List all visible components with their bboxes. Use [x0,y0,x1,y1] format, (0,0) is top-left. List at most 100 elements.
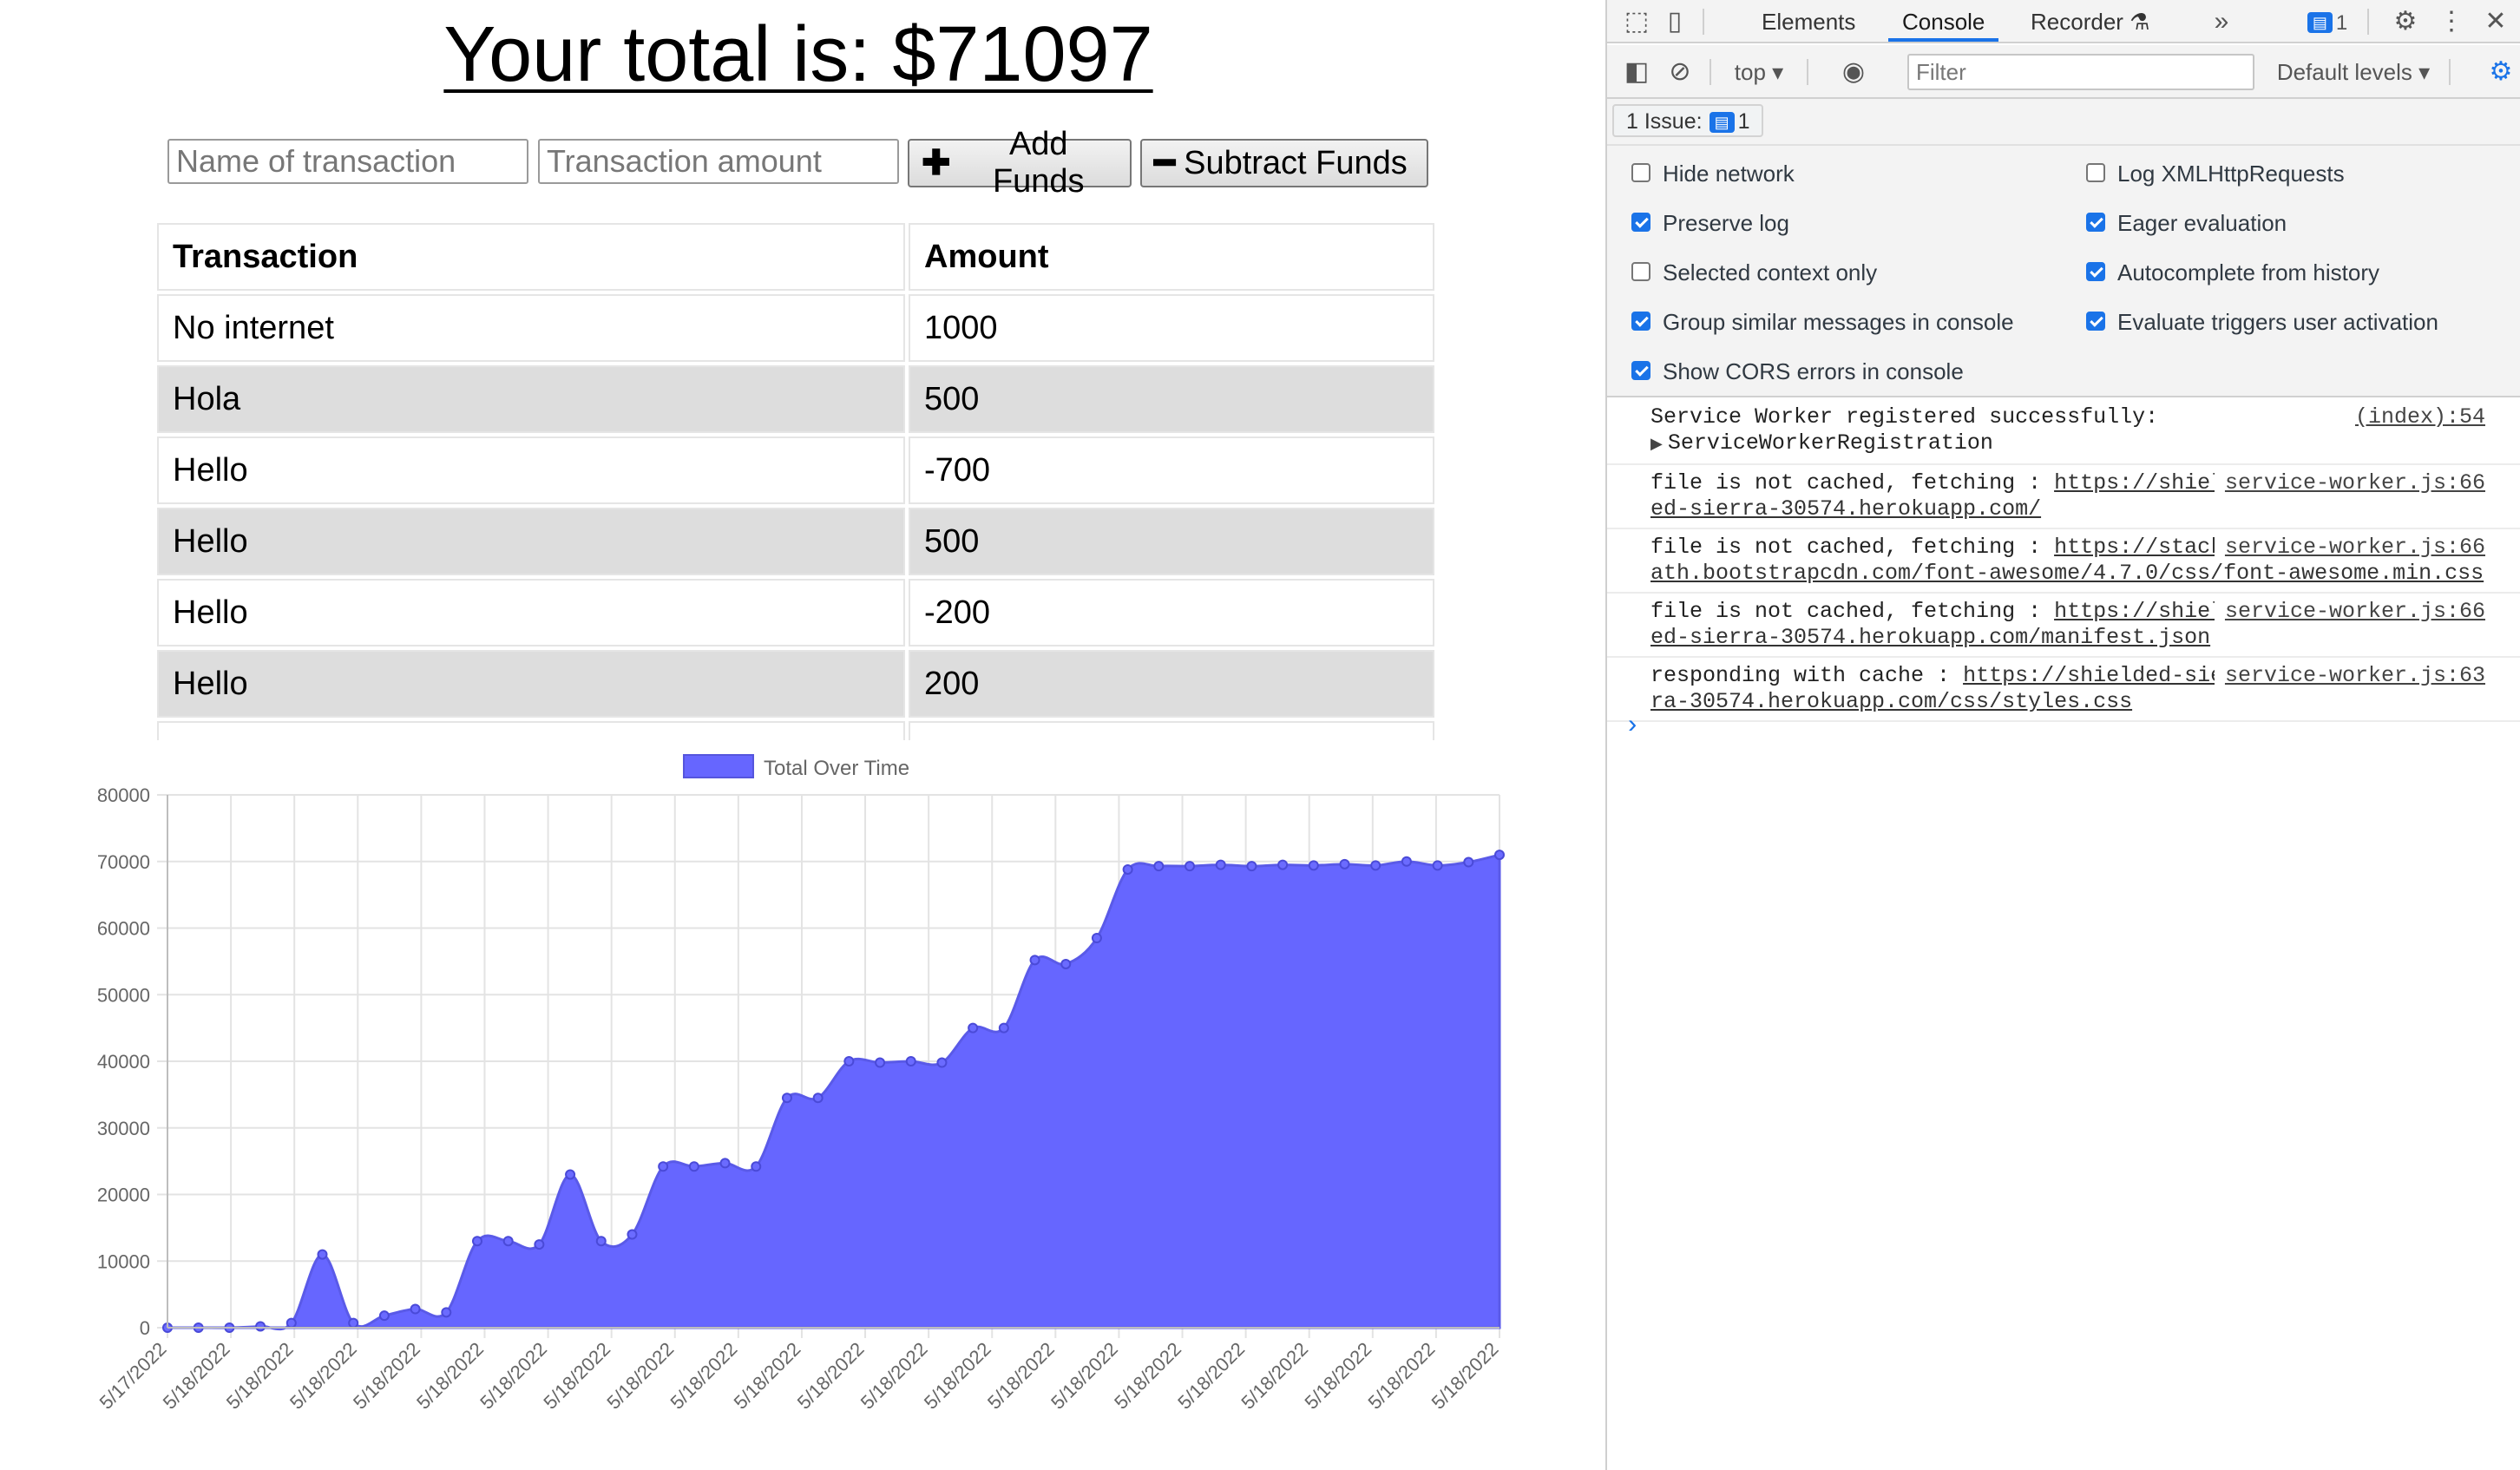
device-toolbar-icon[interactable]: ▯ [1667,7,1683,36]
message-text: Service Worker registered successfully: [1650,404,2159,430]
setting-hide-network[interactable]: Hide network [1631,156,1795,191]
issues-button[interactable]: 1 Issue: ▤ 1 [1612,104,1764,137]
y-tick-label: 10000 [97,1250,150,1272]
data-point [1370,860,1381,871]
more-tabs-icon[interactable]: » [2214,7,2229,36]
cell-name: Hello [157,436,905,504]
setting-log-xhr[interactable]: Log XMLHttpRequests [2086,156,2345,191]
table-row: Hola 500 [157,365,1434,433]
inspect-element-icon[interactable]: ⬚ [1624,7,1650,36]
message-icon: ▤ [2307,12,2333,34]
message-source-link[interactable]: service-worker.js:63 [2214,663,2485,689]
total-heading: Your total is: $71097 [443,11,1153,98]
setting-eager-evaluation[interactable]: Eager evaluation [2086,206,2287,240]
messages-badge[interactable]: ▤ 1 [2289,0,2359,42]
x-tick-label: 5/18/2022 [159,1338,234,1414]
context-selector[interactable]: top ▾ [1734,59,1784,85]
x-tick-label: 5/18/2022 [920,1338,995,1414]
checkbox[interactable] [2086,262,2105,282]
plus-icon: ✚ [922,144,951,182]
data-point [1122,863,1133,875]
message-url-link[interactable]: https://stackp [2054,535,2237,560]
message-url-link[interactable]: https://shield [2054,470,2237,495]
checkbox[interactable] [2086,213,2105,233]
message-source-link[interactable]: service-worker.js:66 [2214,470,2485,496]
cell-amount: 200 [909,650,1434,718]
checkbox[interactable] [2086,312,2105,331]
add-funds-button[interactable]: ✚ Add Funds [908,126,1132,200]
message-source-link[interactable]: service-worker.js:66 [2214,599,2485,625]
checkbox[interactable] [1631,312,1650,331]
setting-evaluate-triggers[interactable]: Evaluate triggers user activation [2086,305,2438,339]
checkbox[interactable] [1631,163,1650,183]
cell-name: Hola [157,365,905,433]
levels-label: Default levels [2276,59,2412,85]
message-text: responding with cache : [1650,663,1964,688]
cell-name: Hello [157,579,905,646]
tab-console[interactable]: Console [1888,0,1999,42]
checkbox[interactable] [1631,213,1650,233]
tab-elements[interactable]: Elements [1762,9,1856,35]
checkbox[interactable] [1631,262,1650,282]
table-row [157,721,1434,740]
setting-group-similar[interactable]: Group similar messages in console [1631,305,2014,339]
header-amount: Amount [909,223,1434,291]
y-tick-label: 80000 [97,784,150,806]
checkbox[interactable] [1631,361,1650,381]
table-row: Hello 500 [157,508,1434,575]
data-point [1153,861,1165,872]
transaction-amount-input[interactable] [538,139,899,184]
message-text: file is not cached, fetching : [1650,535,2055,560]
checkbox[interactable] [2086,163,2105,183]
message-url-link[interactable]: ra-30574.herokuapp.com/css/styles.css [1650,689,2133,714]
message-url-link[interactable]: https://shielded-sier [1963,663,2237,688]
data-point [1215,859,1226,870]
divider [1710,59,1711,85]
setting-preserve-log[interactable]: Preserve log [1631,206,1789,240]
data-point [1091,933,1102,944]
y-tick-label: 50000 [97,984,150,1006]
tab-recorder[interactable]: Recorder ⚗ [2031,0,2149,42]
setting-selected-context[interactable]: Selected context only [1631,255,1877,290]
data-point [781,1093,792,1104]
y-tick-label: 70000 [97,851,150,873]
levels-dropdown[interactable]: Default levels ▾ [2276,59,2431,85]
data-point [905,1056,916,1066]
filter-input[interactable] [1907,54,2254,90]
console-prompt-icon[interactable]: › [1624,712,1641,741]
console-message: responding with cache : https://shielded… [1607,658,2520,722]
data-point [719,1158,731,1169]
expand-triangle-icon[interactable]: ▶ [1650,436,1663,454]
clear-console-icon[interactable]: ⊘ [1669,57,1691,86]
message-object[interactable]: ServiceWorkerRegistration [1667,430,1993,456]
transactions-table-container[interactable]: Transaction Amount No internet 1000 Hola 5… [157,223,1441,740]
x-tick-label: 5/18/2022 [666,1338,742,1414]
close-icon[interactable]: ✕ [2484,7,2507,36]
setting-show-cors[interactable]: Show CORS errors in console [1631,354,1964,389]
data-point [595,1236,607,1247]
sidebar-toggle-icon[interactable]: ◧ [1624,57,1650,86]
flask-icon: ⚗ [2130,9,2150,35]
console-settings-gear-icon[interactable]: ⚙ [2489,57,2513,86]
message-source-link[interactable]: (index):54 [2344,404,2485,430]
transaction-name-input[interactable] [167,139,528,184]
gear-icon[interactable]: ⚙ [2393,7,2418,36]
message-url-link[interactable]: ed-sierra-30574.herokuapp.com/ [1650,496,2042,522]
message-url-link[interactable]: ed-sierra-30574.herokuapp.com/manifest.j… [1650,625,2211,650]
cell-amount: -700 [909,436,1434,504]
context-label: top [1734,59,1766,85]
data-point [1246,861,1257,872]
setting-label: Log XMLHttpRequests [2117,161,2345,187]
message-url-link[interactable]: ath.bootstrapcdn.com/font-awesome/4.7.0/… [1650,561,2484,586]
setting-autocomplete-history[interactable]: Autocomplete from history [2086,255,2379,290]
more-options-icon[interactable]: ⋮ [2438,7,2464,36]
subtract-funds-button[interactable]: ━ Subtract Funds [1140,139,1428,187]
message-url-link[interactable]: https://shield [2054,599,2237,624]
eye-icon[interactable]: ◉ [1841,57,1866,86]
message-source-link[interactable]: service-worker.js:66 [2214,535,2485,561]
console-output[interactable]: Service Worker registered successfully: … [1607,399,2520,722]
x-tick-label: 5/18/2022 [1427,1338,1503,1414]
data-point [1432,860,1443,871]
x-tick-label: 5/17/2022 [95,1338,171,1414]
data-point [751,1161,762,1172]
